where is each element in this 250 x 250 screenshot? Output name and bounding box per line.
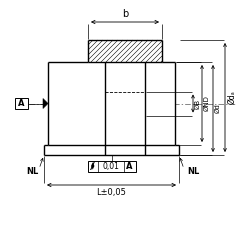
Text: b: b: [122, 9, 128, 19]
Text: NL: NL: [26, 168, 38, 176]
Text: ⧫: ⧫: [91, 163, 94, 170]
Text: NL: NL: [187, 168, 199, 176]
Text: 0,01: 0,01: [102, 162, 119, 171]
Bar: [48, 62, 175, 145]
Text: A: A: [126, 162, 133, 171]
Bar: [88, 40, 162, 62]
Text: /: /: [91, 162, 94, 172]
Text: Ød: Ød: [215, 104, 221, 114]
Text: Ødₐ: Ødₐ: [227, 90, 236, 104]
Text: ØB: ØB: [195, 98, 201, 108]
Text: ØND: ØND: [204, 96, 210, 112]
Bar: [88, 161, 136, 172]
Polygon shape: [43, 98, 48, 108]
Text: L±0,05: L±0,05: [96, 188, 126, 197]
Text: A: A: [18, 99, 25, 108]
Bar: [15, 98, 28, 109]
Bar: [44, 145, 179, 155]
